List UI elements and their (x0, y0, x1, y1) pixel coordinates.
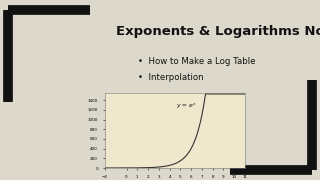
Text: •  How to Make a Log Table: • How to Make a Log Table (138, 57, 255, 66)
Text: y = eˣ: y = eˣ (176, 103, 196, 108)
Text: •  Interpolation: • Interpolation (138, 73, 204, 82)
Text: Exponents & Logarithms No. 3: Exponents & Logarithms No. 3 (116, 26, 320, 39)
